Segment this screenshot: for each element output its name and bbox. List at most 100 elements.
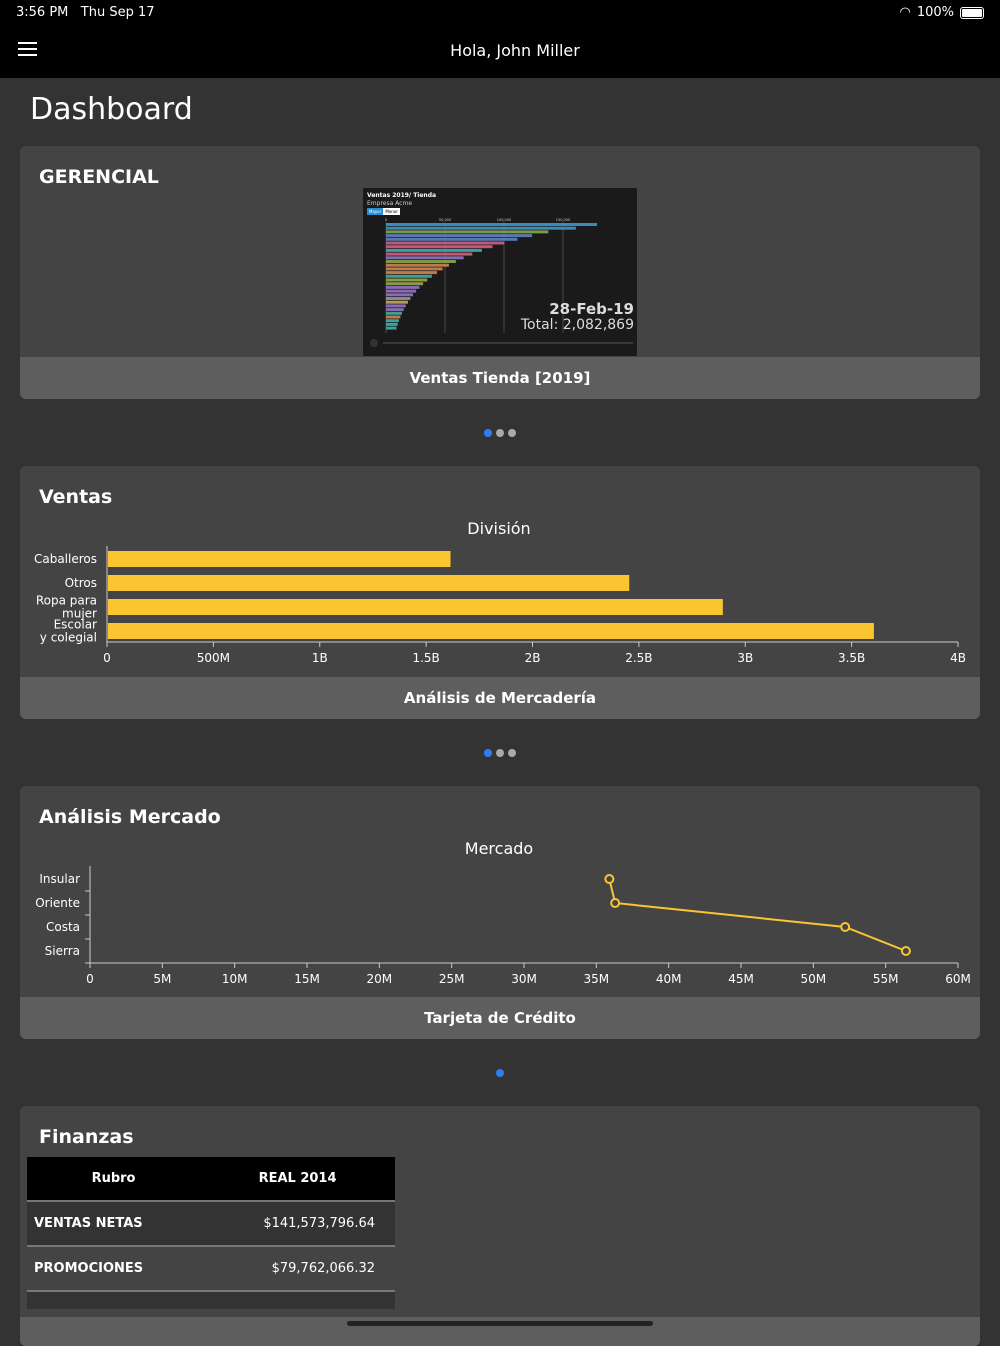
bar-2	[108, 599, 723, 615]
table-row-partial	[27, 1290, 395, 1309]
play-icon	[370, 339, 378, 347]
thumb-bar	[386, 293, 414, 297]
thumb-bar	[386, 274, 432, 278]
sales-race-thumbnail[interactable]: Ventas 2019/ Tienda Empresa Acme Mayor Me…	[363, 188, 637, 356]
table-row[interactable]: PROMOCIONES $79,762,066.32	[27, 1245, 395, 1291]
x-tick-label: 2.5B	[625, 651, 652, 665]
cell-rubro: VENTAS NETAS	[27, 1200, 201, 1246]
mercado-line-chart: Mercado 0 5M 10M 15M 20M 25M 30M 35M 40M 45M 50M 55M…	[35, 839, 971, 986]
card-title: GERENCIAL	[39, 166, 159, 188]
table-row[interactable]: VENTAS NETAS $141,573,796.64	[27, 1200, 395, 1246]
y-tick-label: Caballeros	[34, 552, 97, 566]
thumb-title: Ventas 2019/ Tienda	[367, 192, 437, 199]
bar-1	[108, 575, 630, 591]
x-tick-label: 55M	[873, 972, 899, 986]
pager-dots[interactable]	[0, 429, 1000, 437]
x-tick-label: 25M	[439, 972, 465, 986]
x-tick-label: 15M	[294, 972, 320, 986]
battery-icon	[960, 6, 984, 19]
thumb-bar	[386, 256, 464, 260]
wifi-icon: ◠	[899, 5, 911, 20]
card-title: Ventas	[39, 486, 113, 508]
thumb-menor: Menor	[383, 208, 400, 215]
y-tick-label: Costa	[46, 920, 80, 934]
thumb-bar	[386, 267, 443, 271]
card-finanzas: Finanzas Rubro REAL 2014 VENTAS NETAS $141…	[20, 1106, 980, 1346]
y-tick-label: y colegial	[40, 631, 97, 645]
greeting: Hola, John Miller	[450, 41, 580, 60]
card-footer-button[interactable]: Tarjeta de Crédito	[20, 997, 980, 1039]
card-title: Finanzas	[39, 1126, 134, 1148]
thumb-bar	[386, 304, 406, 308]
thumb-bar	[386, 308, 404, 312]
page-title: Dashboard	[30, 92, 193, 127]
card-analisis-mercado: Análisis Mercado Mercado 0 5M 10M 15M 20M 25M 3…	[20, 786, 980, 1039]
cell-value: $79,762,066.32	[200, 1245, 395, 1291]
x-tick-label: 30M	[511, 972, 537, 986]
thumb-bar	[386, 260, 456, 263]
y-tick-label: Otros	[65, 576, 97, 590]
y-tick-label: Ropa para	[36, 594, 97, 608]
y-tick-label: Escolar	[54, 618, 97, 632]
card-gerencial: GERENCIAL Ventas 2019/ Tienda Empresa Ac…	[20, 146, 980, 399]
status-bar: 3:56 PM Thu Sep 17 ◠ 100%	[0, 0, 1000, 24]
bar-0	[108, 551, 451, 567]
x-tick-label: 0	[103, 651, 111, 665]
thumb-bar	[386, 315, 401, 319]
x-tick-label: 500M	[197, 651, 230, 665]
x-tick-label: 3B	[737, 651, 753, 665]
y-tick-label: Sierra	[45, 944, 80, 958]
x-tick-label: 4B	[950, 651, 966, 665]
data-point-2	[840, 922, 851, 932]
thumb-bar	[386, 278, 428, 282]
card-ventas: Ventas División 0 500M 1B 1.5B 2B 2.5B 3B 3.5B 4B…	[20, 466, 980, 719]
thumb-bar	[386, 289, 417, 293]
cell-value: $141,573,796.64	[200, 1200, 395, 1246]
x-tick-label: 3.5B	[838, 651, 865, 665]
thumb-bar	[386, 311, 402, 315]
cell-rubro: PROMOCIONES	[27, 1245, 201, 1291]
data-point-0	[604, 874, 615, 884]
hamburger-menu-icon[interactable]	[18, 42, 37, 56]
thumb-bar	[386, 300, 408, 304]
col-header: REAL 2014	[200, 1157, 395, 1201]
thumb-subtitle: Empresa Acme	[367, 200, 413, 207]
x-tick-label: 45M	[728, 972, 754, 986]
x-tick-label: 10M	[222, 972, 248, 986]
thumb-bar	[386, 241, 505, 245]
thumb-bar	[386, 248, 482, 252]
thumb-bar	[386, 285, 420, 289]
status-time: 3:56 PM Thu Sep 17	[16, 5, 155, 20]
thumb-mayor: Mayor	[367, 208, 384, 215]
data-point-1	[610, 898, 621, 908]
x-tick-label: 50M	[801, 972, 827, 986]
home-indicator[interactable]	[347, 1321, 653, 1326]
thumb-bar	[386, 252, 473, 256]
thumb-date: 28-Feb-19	[549, 300, 634, 318]
pager-dots[interactable]	[0, 749, 1000, 757]
thumb-bar	[386, 297, 411, 300]
thumb-tick: 50,000	[439, 218, 451, 222]
thumb-bar	[386, 326, 397, 330]
data-point-3	[900, 946, 911, 956]
thumb-bar	[386, 322, 398, 326]
thumb-tick: 0	[385, 218, 387, 222]
finance-table: Rubro REAL 2014 VENTAS NETAS $141,573,796.…	[27, 1157, 395, 1309]
x-tick-label: 60M	[945, 972, 971, 986]
card-title: Análisis Mercado	[39, 806, 221, 828]
pager-dots[interactable]	[0, 1069, 1000, 1077]
bar-3	[108, 623, 874, 639]
thumb-bars: 0 50,000 100,000 150,000	[370, 218, 633, 347]
card-footer-button[interactable]: Análisis de Mercadería	[20, 677, 980, 719]
thumb-bar	[386, 237, 518, 241]
y-tick-label: mujer	[62, 607, 97, 621]
chart-title: Mercado	[465, 839, 533, 858]
thumb-tick: 150,000	[556, 218, 570, 222]
division-bar-chart: División 0 500M 1B 1.5B 2B 2.5B 3B 3.5B 4B Caballe…	[34, 519, 966, 665]
card-footer-button[interactable]: Ventas Tienda [2019]	[20, 357, 980, 399]
x-tick-label: 20M	[367, 972, 393, 986]
thumb-bar	[386, 223, 597, 226]
thumb-bar	[386, 282, 424, 286]
x-tick-label: 40M	[656, 972, 682, 986]
thumb-bar	[386, 234, 533, 238]
